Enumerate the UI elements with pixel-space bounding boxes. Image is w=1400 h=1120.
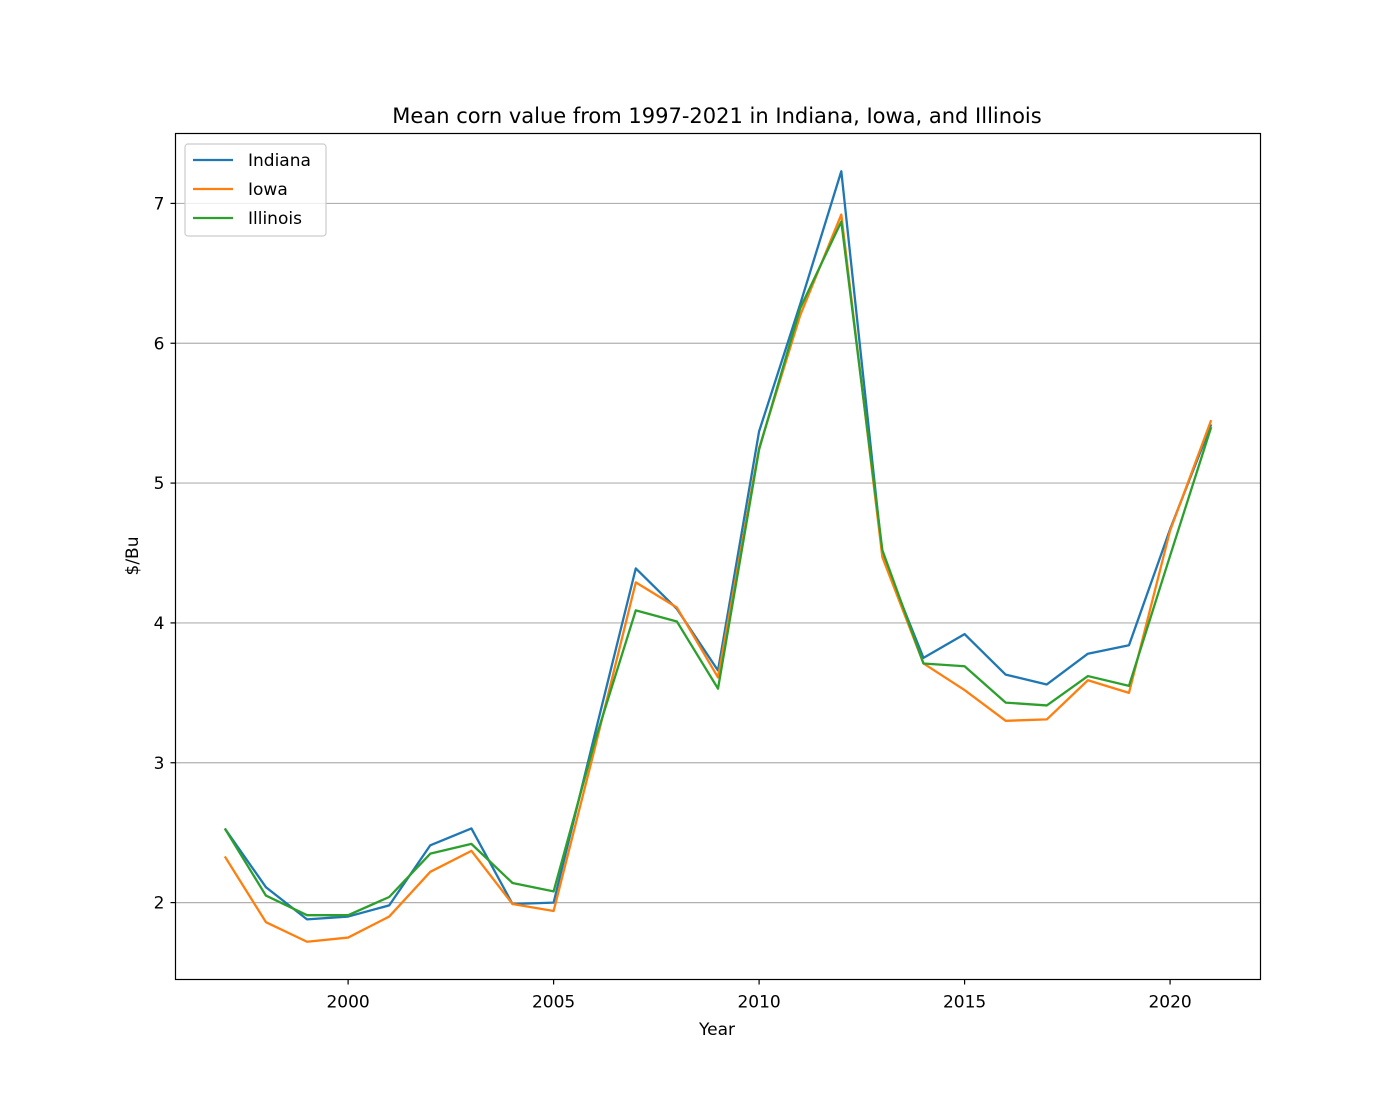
chart-title: Mean corn value from 1997-2021 in Indian… [392,104,1041,128]
plot-frame [174,132,1262,981]
y-tick-label: 5 [154,474,165,494]
y-tick-label: 7 [154,194,165,214]
legend-label-indiana: Indiana [248,151,311,171]
x-axis-label: Year [698,1020,735,1040]
y-tick-label: 4 [154,614,165,634]
legend-label-illinois: Illinois [248,209,302,229]
x-tick-label: 2010 [737,993,780,1013]
series-line-iowa [223,213,1213,943]
x-tick-label: 2000 [326,993,369,1013]
series-line-illinois [223,220,1213,917]
series-lines [223,170,1213,943]
y-axis-ticks: 2 3 4 5 6 7 [154,194,176,914]
y-tick-label: 3 [154,754,165,774]
y-axis-label: $/Bu [123,537,143,576]
x-axis-ticks: 2000 2005 2010 2015 2020 [326,979,1192,1013]
x-tick-label: 2020 [1148,993,1191,1013]
x-tick-label: 2015 [943,993,986,1013]
y-tick-label: 2 [154,894,165,914]
legend: Indiana Iowa Illinois [184,143,327,237]
series-line-indiana [223,170,1213,921]
legend-box [184,143,327,237]
grid-lines [175,202,1261,904]
legend-label-iowa: Iowa [248,180,288,200]
x-tick-label: 2005 [532,993,575,1013]
y-tick-label: 6 [154,334,165,354]
